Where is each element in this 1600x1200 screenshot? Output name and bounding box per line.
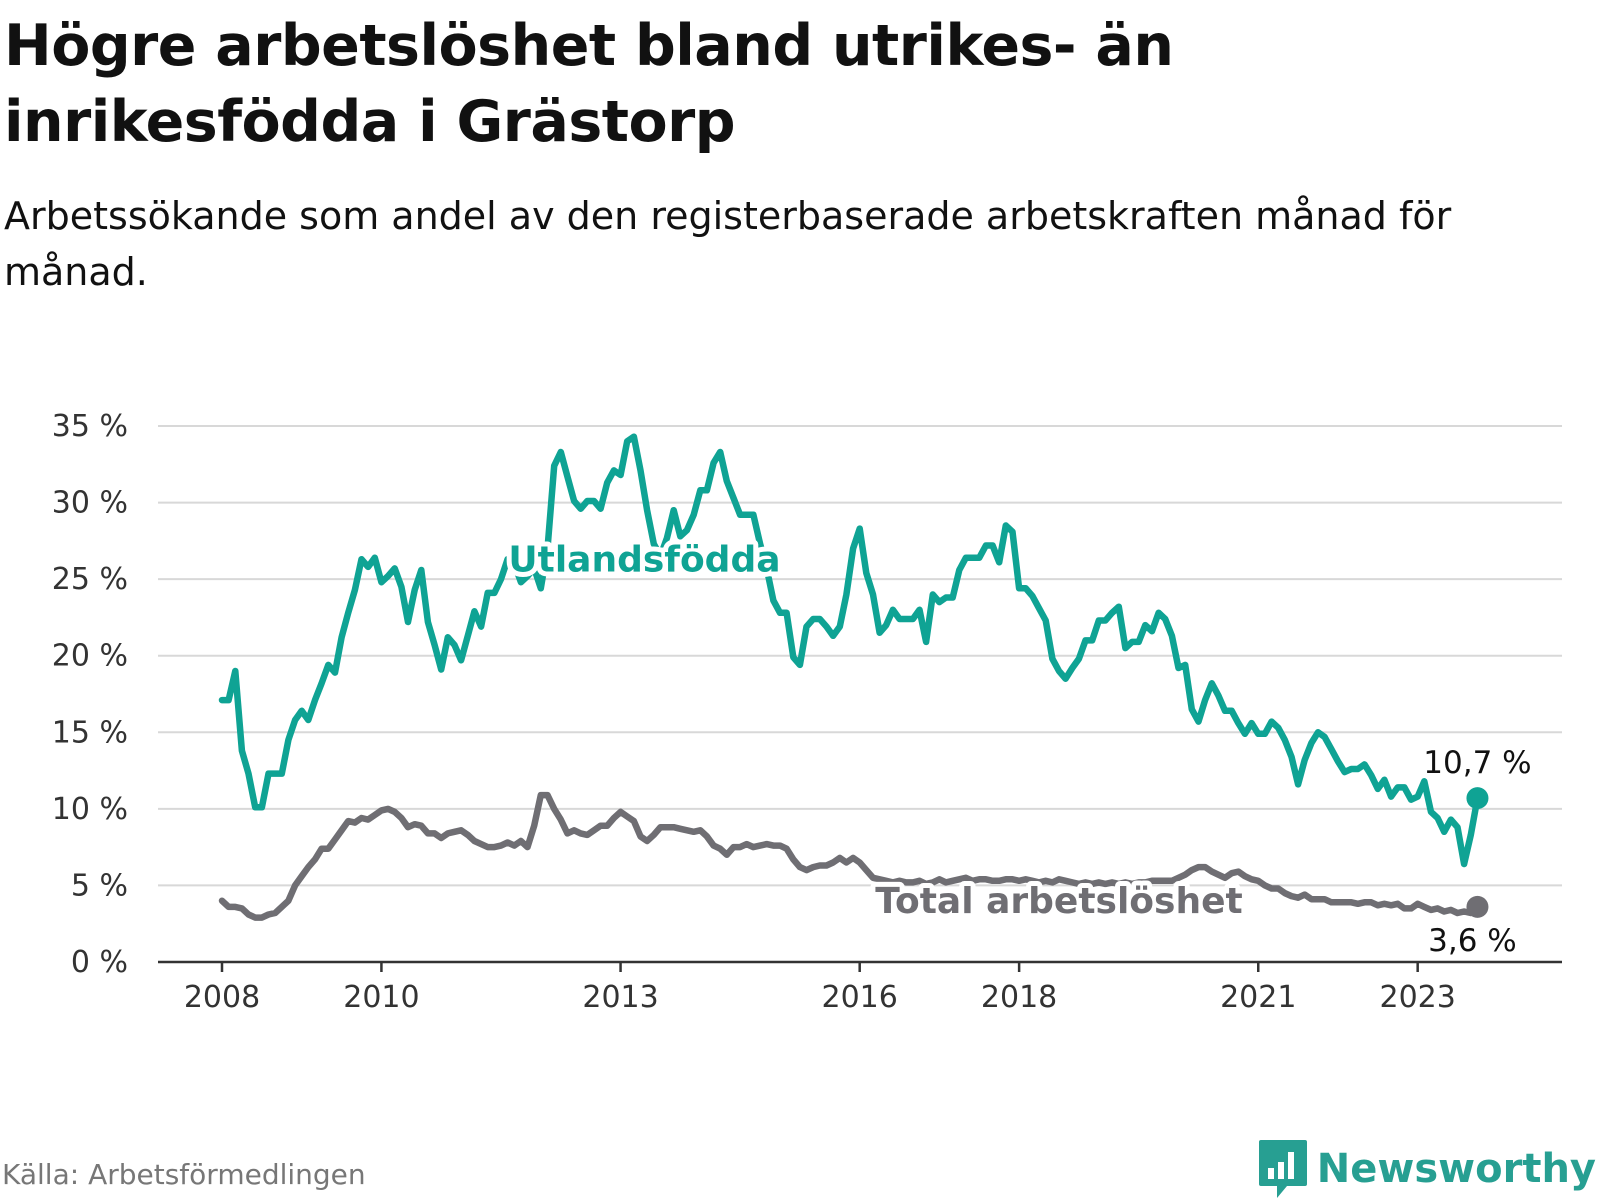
series-lines: [218, 433, 1489, 921]
x-tick-label: 2010: [343, 980, 419, 1015]
x-axis: 2008 2010 2013 2016 2018 2021 2023: [158, 960, 1562, 1015]
x-tick-label: 2023: [1379, 980, 1455, 1015]
x-tick-label: 2016: [822, 980, 898, 1015]
y-tick-label: 0 %: [71, 945, 128, 980]
y-tick-label: 30 %: [52, 486, 128, 521]
x-tick-label: 2013: [582, 980, 658, 1015]
brand-logo: Newsworthy: [1257, 1138, 1596, 1200]
series-label-utlandsfodda: Utlandsfödda: [508, 539, 780, 580]
end-label-total: 3,6 %: [1428, 923, 1517, 959]
source-note: Källa: Arbetsförmedlingen: [2, 1158, 366, 1191]
series-line-total-arbetsloshet: [218, 791, 1481, 921]
y-axis-labels: 0 % 5 % 10 % 15 % 20 % 25 % 30 % 35 %: [52, 409, 128, 980]
brand-name: Newsworthy: [1316, 1146, 1596, 1192]
series-labels: Utlandsfödda Total arbetslöshet 10,7 % 3,6 …: [503, 534, 1534, 961]
end-point-total-arbetsloshet: [1466, 895, 1489, 918]
y-tick-label: 10 %: [52, 792, 128, 827]
y-tick-label: 15 %: [52, 715, 128, 750]
y-tick-label: 20 %: [52, 639, 128, 674]
end-point-utlandsfodda: [1466, 787, 1489, 810]
y-tick-label: 35 %: [52, 409, 128, 444]
y-tick-label: 25 %: [52, 562, 128, 597]
newsworthy-logo-icon: [1258, 1140, 1307, 1198]
x-tick-label: 2018: [981, 980, 1057, 1015]
end-label-utlandsfodda: 10,7 %: [1423, 745, 1531, 781]
chart-title: Högre arbetslöshet bland utrikes- än inr…: [4, 13, 1174, 155]
chart-subtitle: Arbetssökande som andel av den registerb…: [4, 194, 1452, 294]
x-tick-label: 2008: [184, 980, 260, 1015]
series-label-total: Total arbetslöshet: [875, 881, 1243, 922]
x-tick-label: 2021: [1220, 980, 1296, 1015]
y-tick-label: 5 %: [71, 868, 128, 903]
series-line-utlandsfodda: [218, 433, 1481, 868]
